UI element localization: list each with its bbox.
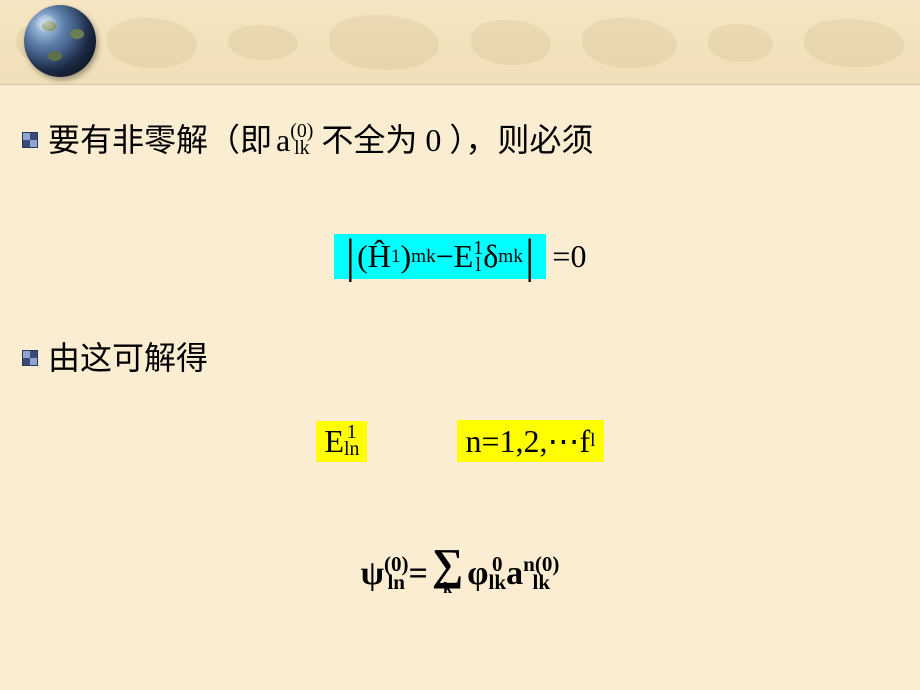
H-sub: 1 xyxy=(391,246,401,268)
zero: 0 xyxy=(570,238,586,275)
a: a xyxy=(506,555,523,593)
equation-solutions: E 1 ln n = 1,2, ⋯ f l xyxy=(0,420,920,462)
sum-sub: k xyxy=(443,580,452,598)
equals: = xyxy=(552,238,570,275)
bullet-line-2: 由这可解得 xyxy=(0,338,920,378)
a-sub: lk xyxy=(294,140,309,157)
a-supsub: n(0) lk xyxy=(523,556,559,592)
delta-sub: mk xyxy=(498,246,523,268)
E: E xyxy=(324,423,344,460)
text-line-2: 由这可解得 xyxy=(48,338,208,378)
eq: = xyxy=(481,423,499,460)
E-supsub: 1 ln xyxy=(344,424,359,458)
H-hat: Ĥ xyxy=(368,238,391,275)
f-sub: l xyxy=(590,430,595,452)
equals-zero: = 0 xyxy=(552,234,586,279)
phi: φ xyxy=(467,555,488,593)
a-sub: lk xyxy=(532,574,550,592)
phi-supsub: 0 lk xyxy=(489,556,507,592)
paren-close: ) xyxy=(401,238,412,275)
a-supsub: (0) lk xyxy=(290,123,313,157)
phi-sub: lk xyxy=(489,574,507,592)
E: E xyxy=(454,238,474,275)
sum-symbol: ∑ xyxy=(432,550,463,580)
globe-icon xyxy=(24,5,96,77)
determinant-highlight: | ( Ĥ 1 ) mk − E 1 l δ mk | xyxy=(334,234,547,279)
eq: = xyxy=(409,555,428,593)
equation-psi: ψ (0) ln = ∑ k φ 0 lk a n(0) lk xyxy=(0,550,920,598)
sum-block: ∑ k xyxy=(432,550,463,598)
det-right-bar: | xyxy=(523,241,537,273)
f: f xyxy=(580,423,591,460)
E-sub: l xyxy=(475,257,481,274)
paren-open: ( xyxy=(357,238,368,275)
text: ），则必须 xyxy=(449,120,593,160)
E-sub: ln xyxy=(344,441,359,458)
equation-determinant: | ( Ĥ 1 ) mk − E 1 l δ mk | = 0 xyxy=(0,234,920,279)
mk-sub: mk xyxy=(411,246,436,268)
E-ln-highlight: E 1 ln xyxy=(316,421,367,462)
psi-sub: ln xyxy=(387,574,405,592)
psi: ψ xyxy=(361,555,384,593)
header-strip xyxy=(0,0,920,85)
n-range-highlight: n = 1,2, ⋯ f l xyxy=(457,420,603,462)
det-left-bar: | xyxy=(344,241,358,273)
minus: − xyxy=(436,238,454,275)
text: 由这可解得 xyxy=(48,338,208,378)
zero: 0 xyxy=(425,120,441,160)
n: n xyxy=(465,423,481,460)
bullet-icon xyxy=(22,132,38,148)
bullet-icon xyxy=(22,350,38,366)
world-map-silhouette xyxy=(0,0,920,85)
E-supsub: 1 l xyxy=(473,240,483,274)
bullet-line-1: 要有非零解（即 a (0) lk 不全为 0 ），则必须 xyxy=(0,120,920,160)
delta: δ xyxy=(483,238,498,275)
formula-a: a (0) lk xyxy=(272,120,313,160)
psi-supsub: (0) ln xyxy=(384,556,409,592)
seq: 1,2, xyxy=(500,423,548,460)
text-line-1: 要有非零解（即 a (0) lk 不全为 0 ），则必须 xyxy=(48,120,593,160)
dots: ⋯ xyxy=(548,422,580,460)
text: 不全为 xyxy=(321,120,417,160)
psi-expansion: ψ (0) ln = ∑ k φ 0 lk a n(0) lk xyxy=(361,550,560,598)
text: 要有非零解（即 xyxy=(48,120,272,160)
var-a: a xyxy=(276,120,290,160)
